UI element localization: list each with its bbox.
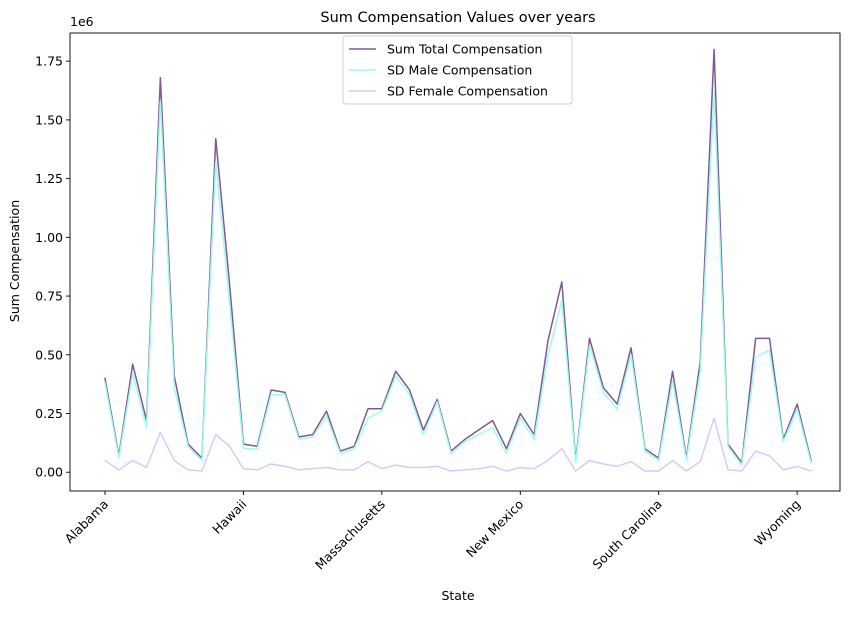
series-line-3	[104, 417, 812, 472]
legend-label-2: SD Male Compensation	[387, 63, 532, 78]
x-axis-label: State	[441, 588, 474, 603]
legend-label-3: SD Female Compensation	[387, 84, 548, 99]
legend-box	[342, 35, 573, 105]
series-line-2	[104, 90, 812, 466]
chart-title: Sum Compensation Values over years	[320, 10, 595, 26]
y-tick-label: 0.00	[35, 465, 63, 480]
y-tick-label: 1.75	[35, 54, 63, 69]
y-tick-label: 1.00	[35, 230, 63, 245]
x-tick-label: Alabama	[62, 497, 112, 547]
x-tick-label: Wyoming	[751, 497, 803, 549]
y-axis-label: Sum Compensation	[7, 200, 22, 322]
legend-label-1: Sum Total Compensation	[387, 42, 542, 57]
plot-area: 0.00 0.25 0.50 0.75 1.00 1.25 1.50 1.75 Alabama H…	[35, 32, 841, 573]
x-tick-label: South Carolina	[589, 497, 664, 572]
y-tick-label: 1.50	[35, 112, 63, 127]
y-scale-label: 1e6	[70, 14, 94, 29]
plot-frame	[69, 32, 841, 492]
y-tick-label: 0.50	[35, 347, 63, 362]
series-line-1	[104, 48, 812, 464]
y-tick-label: 0.25	[35, 406, 63, 421]
x-tick-label: Massachusetts	[312, 497, 388, 573]
x-tick-label: New Mexico	[463, 497, 527, 561]
y-tick-label: 1.25	[35, 171, 63, 186]
x-tick-label: Hawaii	[209, 497, 249, 537]
y-tick-label: 0.75	[35, 289, 63, 304]
legend: Sum Total Compensation SD Male Compensati…	[342, 35, 573, 105]
